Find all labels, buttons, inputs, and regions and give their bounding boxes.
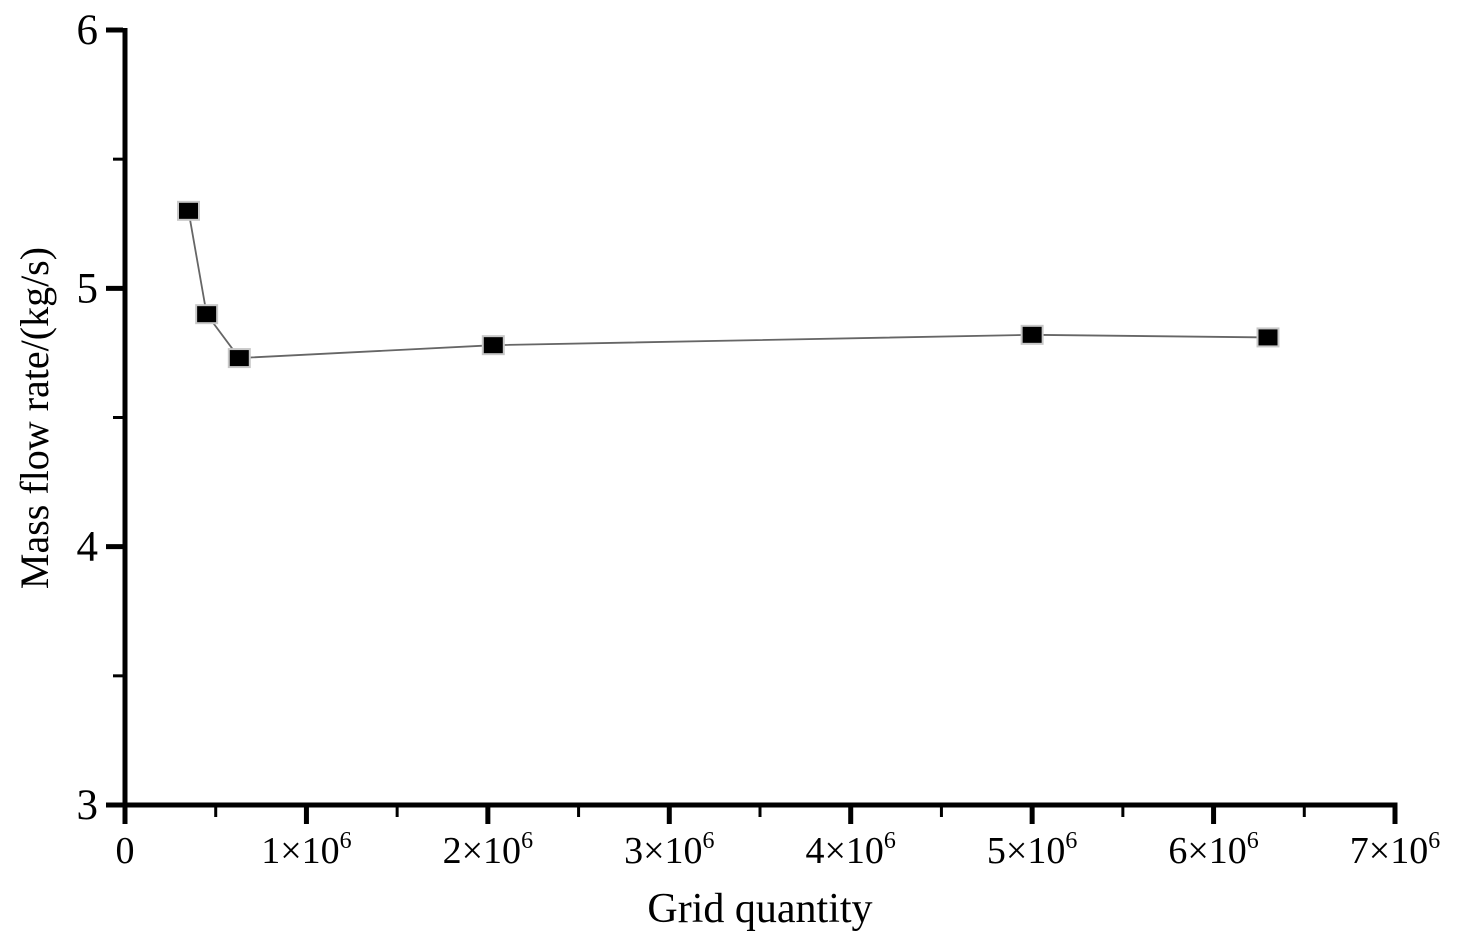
x-tick-label: 5×106 bbox=[987, 828, 1077, 872]
plot-area: 0 1×106 2×106 3×106 4×106 5×106 6×106 7×106 3 4 5 6 bbox=[77, 7, 1441, 872]
x-tick-label: 0 bbox=[116, 830, 135, 872]
series-line bbox=[187, 210, 1269, 360]
x-tick-label: 7×106 bbox=[1350, 828, 1440, 872]
y-axis-title: Mass flow rate/(kg/s) bbox=[12, 247, 57, 589]
data-point-marker bbox=[177, 200, 200, 221]
x-tick-label: 3×106 bbox=[624, 828, 714, 872]
x-tick-label: 2×106 bbox=[443, 828, 533, 872]
y-tick-label: 6 bbox=[77, 7, 99, 54]
x-tick-label: 1×106 bbox=[261, 828, 351, 872]
data-point-marker bbox=[1020, 324, 1044, 345]
y-tick-label: 3 bbox=[77, 782, 99, 829]
y-tick-label: 5 bbox=[77, 265, 99, 312]
data-point-marker bbox=[195, 304, 219, 325]
data-point-marker bbox=[227, 348, 251, 369]
data-point-marker bbox=[481, 335, 505, 356]
x-tick-label: 4×106 bbox=[805, 828, 895, 872]
x-tick-label: 6×106 bbox=[1168, 828, 1258, 872]
x-axis-title: Grid quantity bbox=[647, 886, 872, 932]
y-tick-label: 4 bbox=[77, 524, 99, 571]
data-point-marker bbox=[1256, 327, 1280, 348]
